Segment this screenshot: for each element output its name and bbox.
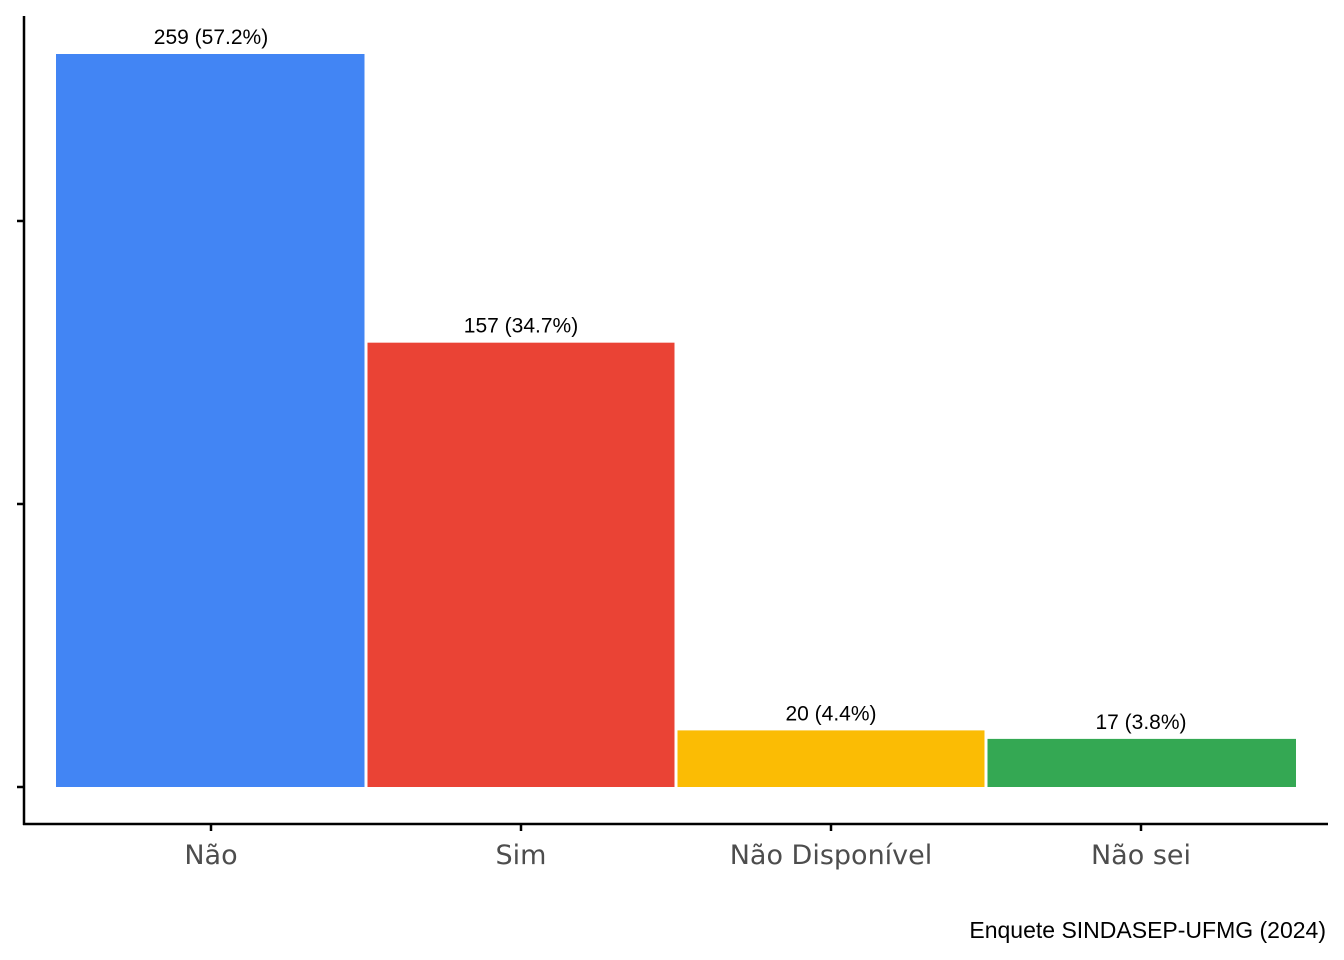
data-label-3: 17 (3.8%) [1095, 711, 1186, 734]
x-tick-label-3: Não sei [1091, 840, 1191, 871]
bar-2 [677, 730, 985, 787]
x-tick-label-0: Não [184, 840, 237, 871]
bar-1 [367, 342, 675, 787]
data-label-0: 259 (57.2%) [154, 26, 268, 49]
data-label-2: 20 (4.4%) [785, 702, 876, 725]
data-label-1: 157 (34.7%) [464, 315, 578, 338]
bar-3 [987, 738, 1296, 787]
bars-group [56, 54, 1296, 787]
chart-caption: Enquete SINDASEP-UFMG (2024) [969, 917, 1326, 943]
axes-group: Não Sim Não Disponível Não sei [17, 16, 1328, 871]
x-tick-label-2: Não Disponível [730, 840, 933, 871]
y-ticks-group [17, 219, 24, 789]
bar-0 [56, 54, 365, 787]
data-labels-group: 259 (57.2%) 157 (34.7%) 20 (4.4%) 17 (3.8%) [154, 26, 1187, 734]
x-tick-label-1: Sim [496, 840, 547, 871]
x-ticks-group: Não Sim Não Disponível Não sei [184, 824, 1191, 871]
